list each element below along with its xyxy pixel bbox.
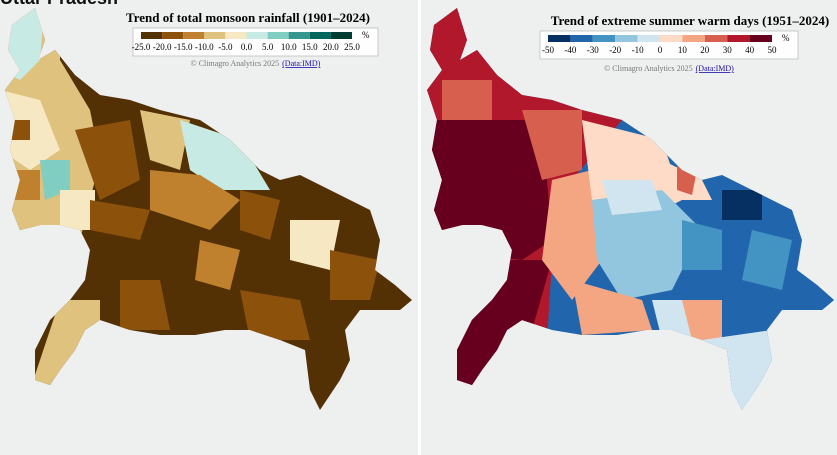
legend-label: 20.0 (323, 42, 339, 52)
map-title: Trend of extreme summer warm days (1951–… (551, 13, 830, 28)
legend-swatch (592, 35, 616, 42)
legend-unit: % (362, 30, 370, 40)
legend-label: -30 (587, 45, 599, 55)
legend-label: -40 (564, 45, 576, 55)
legend-label: 40 (745, 45, 755, 55)
legend-swatch (141, 32, 163, 39)
credit-link[interactable]: (Data:IMD) (282, 59, 321, 68)
credit-text: © Climagro Analytics 2025 (191, 59, 280, 68)
legend-label: 30 (723, 45, 733, 55)
legend-swatch (267, 32, 289, 39)
legend-swatch (183, 32, 205, 39)
legend-label: -20 (609, 45, 621, 55)
credit: © Climagro Analytics 2025 (Data:IMD) (604, 64, 734, 73)
legend-label: -50 (542, 45, 554, 55)
legend-swatch (204, 32, 226, 39)
legend-swatch (704, 35, 728, 42)
legend-swatch (727, 35, 750, 42)
legend-swatch (682, 35, 705, 42)
legend-label: 25.0 (344, 42, 360, 52)
legend-label: 20 (700, 45, 710, 55)
divider (418, 0, 421, 455)
legend-swatch (637, 35, 660, 42)
page-title: Uttar Pradesh (0, 0, 118, 8)
legend-swatch (660, 35, 683, 42)
legend-swatch (615, 35, 638, 42)
legend-label: 10.0 (281, 42, 297, 52)
legend-swatch (246, 32, 268, 39)
legend-label: -5.0 (218, 42, 233, 52)
credit-text: © Climagro Analytics 2025 (604, 64, 693, 73)
legend-label: 50 (768, 45, 778, 55)
legend-label: -10 (632, 45, 644, 55)
legend-label: 10 (678, 45, 688, 55)
legend-swatch (330, 32, 352, 39)
credit: © Climagro Analytics 2025 (Data:IMD) (191, 59, 321, 68)
legend-label: -25.0 (132, 42, 151, 52)
legend-swatch (570, 35, 593, 42)
legend-swatch (288, 32, 310, 39)
legend-swatch (749, 35, 772, 42)
legend-label: -20.0 (153, 42, 172, 52)
map-title: Trend of total monsoon rainfall (1901–20… (126, 10, 370, 25)
legend-label: 5.0 (262, 42, 274, 52)
legend-swatch (225, 32, 247, 39)
legend-swatch (309, 32, 331, 39)
legend-swatch (548, 35, 571, 42)
rainfall-map (5, 8, 412, 410)
legend-label: 0 (658, 45, 663, 55)
legend-label: -10.0 (195, 42, 214, 52)
legend-unit: % (782, 33, 790, 43)
legend-label: -15.0 (174, 42, 193, 52)
credit-link[interactable]: (Data:IMD) (696, 64, 735, 73)
legend-label: 15.0 (302, 42, 318, 52)
legend-swatch (162, 32, 184, 39)
legend-label: 0.0 (241, 42, 253, 52)
